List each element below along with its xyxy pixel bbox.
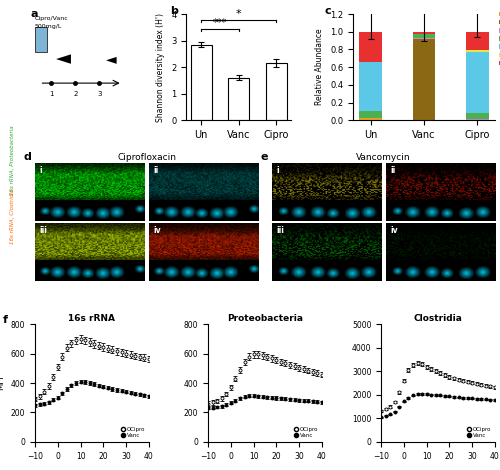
Bar: [413, 39, 435, 120]
Text: d: d: [24, 152, 32, 162]
Legend: OCipro, Vanc: OCipro, Vanc: [120, 426, 146, 439]
Bar: [466, 50, 488, 52]
Text: c: c: [324, 6, 331, 16]
Title: Proteobacteria: Proteobacteria: [227, 314, 303, 323]
Text: 2: 2: [73, 91, 78, 96]
Text: 16s rRNA, Clostridia: 16s rRNA, Clostridia: [10, 188, 15, 244]
Y-axis label: MFI: MFI: [0, 376, 5, 391]
Text: ◄: ◄: [106, 52, 117, 66]
Text: ii: ii: [390, 166, 395, 175]
Y-axis label: Shannon diversity index (H'): Shannon diversity index (H'): [156, 13, 166, 122]
Bar: [466, 32, 488, 50]
Bar: [360, 110, 382, 118]
Text: iii: iii: [40, 226, 48, 235]
Text: *: *: [236, 9, 242, 19]
Text: f: f: [3, 315, 8, 325]
Text: e: e: [260, 152, 268, 162]
Bar: [413, 32, 435, 34]
Text: Cipro/Vanc: Cipro/Vanc: [35, 16, 69, 21]
FancyBboxPatch shape: [36, 27, 47, 52]
Text: ii: ii: [153, 166, 158, 175]
Text: iv: iv: [390, 226, 398, 235]
Bar: [413, 38, 435, 39]
Text: iv: iv: [153, 226, 161, 235]
Text: Ciprofloxacin: Ciprofloxacin: [117, 153, 176, 162]
Text: 1: 1: [49, 91, 54, 96]
Bar: [466, 52, 488, 113]
Text: i: i: [40, 166, 42, 175]
Bar: [466, 113, 488, 119]
Text: ◄: ◄: [56, 49, 71, 68]
Bar: [360, 118, 382, 120]
Y-axis label: Relative Abundance: Relative Abundance: [316, 29, 324, 105]
Text: 3: 3: [97, 91, 102, 96]
Bar: [266, 63, 286, 120]
Text: i: i: [276, 166, 278, 175]
Title: 16s rRNA: 16s rRNA: [68, 314, 116, 323]
Bar: [360, 32, 382, 62]
Text: ***: ***: [213, 18, 227, 28]
Text: a: a: [30, 9, 38, 19]
Legend: OCipro, Vanc: OCipro, Vanc: [292, 426, 319, 439]
Title: Clostridia: Clostridia: [414, 314, 463, 323]
Legend: OCipro, Vanc: OCipro, Vanc: [466, 426, 492, 439]
Text: iii: iii: [276, 226, 284, 235]
Bar: [191, 45, 212, 120]
Bar: [228, 78, 249, 120]
Bar: [360, 62, 382, 110]
Text: b: b: [170, 6, 178, 16]
Text: 16s rRNA, Proteobacteria: 16s rRNA, Proteobacteria: [10, 125, 15, 195]
Bar: [466, 119, 488, 120]
Bar: [413, 34, 435, 38]
Text: 500mg/L: 500mg/L: [35, 24, 62, 29]
Text: Vancomycin: Vancomycin: [356, 153, 410, 162]
